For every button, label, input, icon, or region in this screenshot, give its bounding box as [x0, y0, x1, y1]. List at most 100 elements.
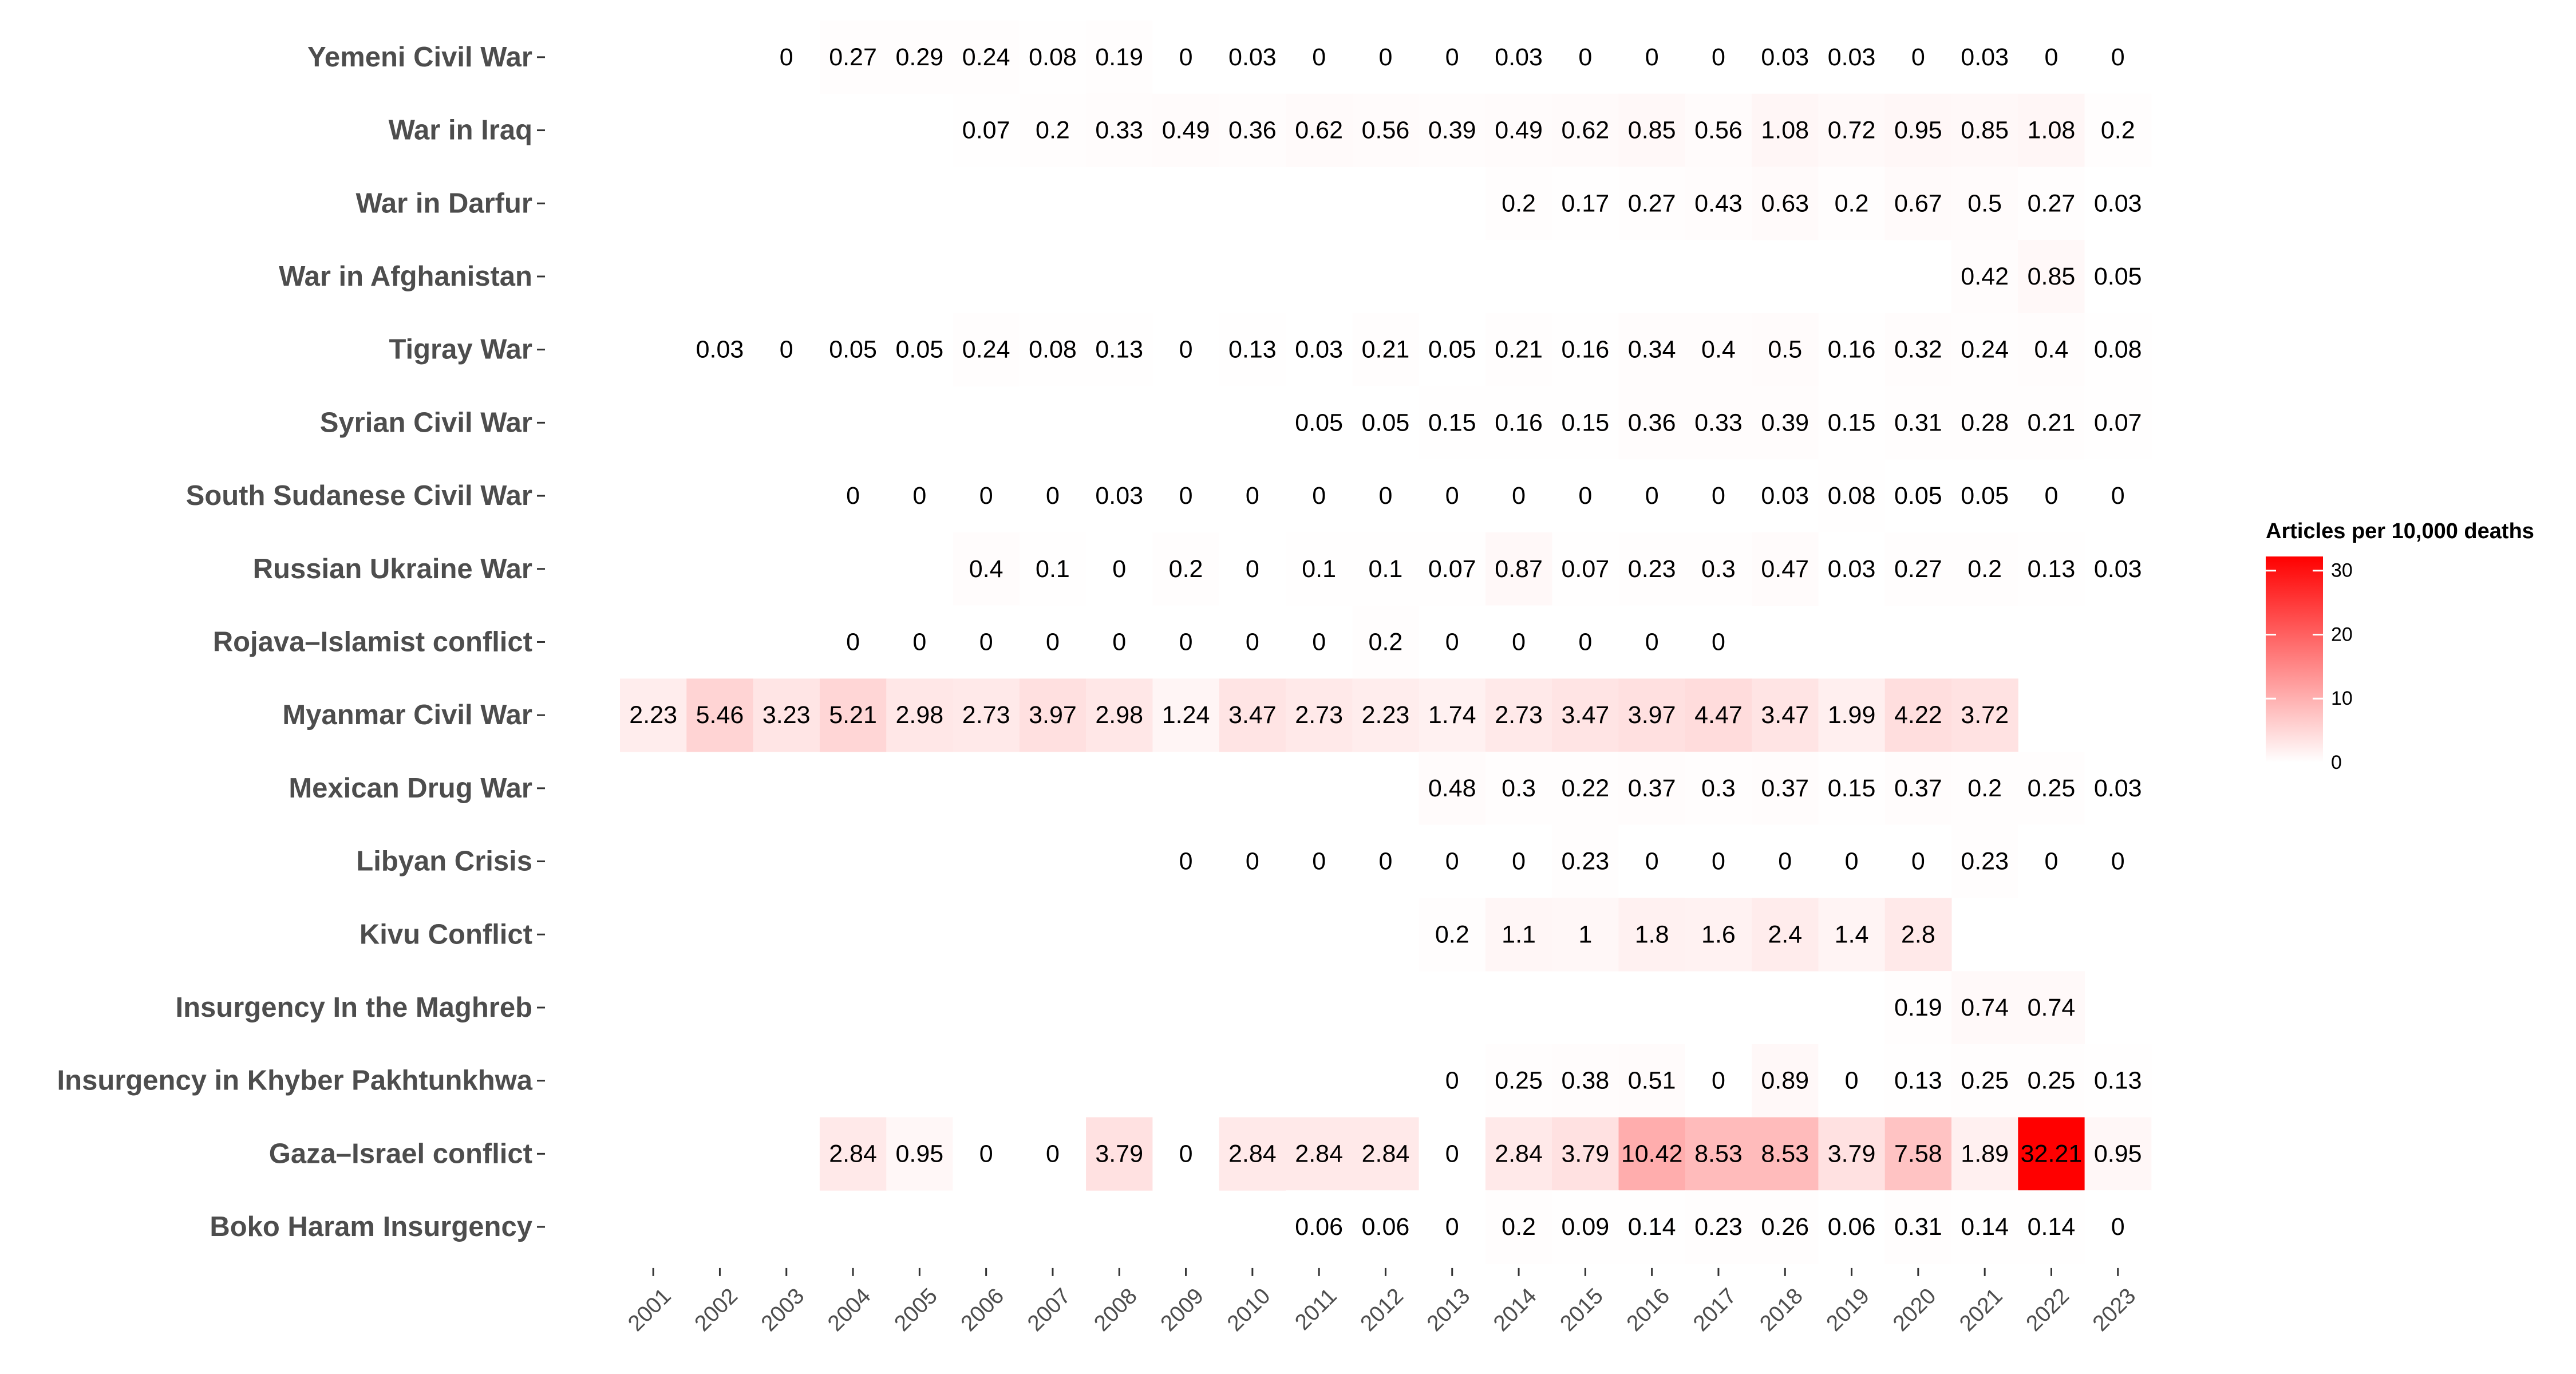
cell-value-label: 0 — [1445, 1213, 1459, 1241]
heatmap-cell — [2018, 386, 2085, 460]
heatmap-cell — [1884, 93, 1952, 167]
heatmap-cell — [1618, 752, 1686, 826]
cell-value-label: 0.2 — [1502, 189, 1536, 217]
heatmap-cell — [1485, 824, 1552, 898]
cell-value-label: 1.08 — [2028, 117, 2076, 144]
cell-value-label: 0.34 — [1628, 336, 1676, 364]
cell-value-label: 0.48 — [1428, 775, 1476, 802]
heatmap-cell — [1685, 678, 1752, 752]
heatmap-cell — [819, 678, 887, 752]
heatmap-cell — [1552, 93, 1619, 167]
heatmap-cell — [1286, 824, 1353, 898]
y-tick-label: Kivu Conflict — [359, 919, 532, 950]
x-tick-label: 2005 — [890, 1284, 942, 1336]
heatmap-cell — [1752, 898, 1819, 972]
cell-value-label: 0.03 — [1495, 44, 1543, 71]
heatmap-cell — [1884, 532, 1952, 606]
cell-value-label: 0 — [1578, 628, 1592, 656]
heatmap-cell — [1752, 167, 1819, 240]
cell-value-label: 0.24 — [962, 44, 1010, 71]
heatmap-cell — [2084, 532, 2152, 606]
cell-value-label: 3.79 — [1828, 1140, 1876, 1167]
cell-value-label: 0.38 — [1561, 1067, 1609, 1095]
heatmap-cell — [2084, 1117, 2152, 1191]
heatmap-cell — [1618, 167, 1686, 240]
heatmap-cell — [1818, 678, 1886, 752]
cell-value-label: 0.39 — [1428, 117, 1476, 144]
cell-value-label: 0 — [1712, 1067, 1725, 1095]
heatmap-cell — [886, 21, 953, 94]
cell-value-label: 0 — [1246, 482, 1259, 510]
heatmap-cell — [1884, 971, 1952, 1045]
cell-value-label: 1.08 — [1761, 117, 1809, 144]
cell-value-label: 0.23 — [1961, 848, 2009, 875]
heatmap-cell — [1552, 21, 1619, 94]
heatmap-cell — [2018, 21, 2085, 94]
cell-value-label: 0.25 — [1961, 1067, 2009, 1095]
cell-value-label: 0 — [1911, 848, 1925, 875]
heatmap-cell — [1352, 605, 1420, 679]
heatmap-cell — [1352, 678, 1420, 752]
heatmap-cell — [1552, 459, 1619, 533]
heatmap-cell — [1019, 605, 1086, 679]
y-tick-label: Syrian Civil War — [320, 407, 532, 438]
cell-value-label: 0.26 — [1761, 1213, 1809, 1241]
heatmap-cell — [1951, 1117, 2018, 1191]
x-tick-label: 2010 — [1223, 1284, 1275, 1336]
cell-value-label: 4.22 — [1894, 701, 1942, 729]
cell-value-label: 0.5 — [1768, 336, 1802, 364]
cell-value-label: 0 — [1512, 482, 1526, 510]
heatmap-cell — [1884, 1190, 1952, 1264]
heatmap-cell — [1352, 532, 1420, 606]
heatmap-cell — [1485, 532, 1552, 606]
heatmap-cell — [1286, 459, 1353, 533]
cell-value-label: 5.21 — [829, 701, 877, 729]
cell-value-label: 0 — [1179, 1140, 1193, 1167]
cell-value-label: 0.33 — [1095, 117, 1143, 144]
heatmap-cell — [1552, 1117, 1619, 1191]
heatmap-cell — [1485, 1044, 1552, 1118]
heatmap-cell — [2084, 21, 2152, 94]
legend-color-bar — [2266, 556, 2323, 763]
heatmap-cell — [1086, 459, 1153, 533]
cell-value-label: 0.39 — [1761, 409, 1809, 436]
heatmap-cell — [1219, 313, 1286, 386]
cell-value-label: 0 — [1312, 44, 1326, 71]
cell-value-label: 0 — [1712, 628, 1725, 656]
cell-value-label: 0 — [2111, 482, 2125, 510]
cell-value-label: 0.05 — [1894, 482, 1942, 510]
heatmap-cell — [1818, 21, 1886, 94]
cell-value-label: 0 — [780, 336, 793, 364]
heatmap-cell — [1951, 313, 2018, 386]
cell-value-labels: 0 0.27 0.29 0.24 0.08 0.19 0 0.03 0 0 0 0.03 0 0 0 0.03… — [629, 44, 2142, 1241]
heatmap-cell — [753, 21, 820, 94]
cell-value-label: 32.21 — [2021, 1140, 2083, 1167]
heatmap-cell — [2084, 167, 2152, 240]
cell-value-label: 1.74 — [1428, 701, 1476, 729]
cell-value-label: 0.06 — [1362, 1213, 1410, 1241]
cell-value-label: 0 — [1845, 1067, 1859, 1095]
heatmap-cell — [1752, 532, 1819, 606]
cell-value-label: 0.06 — [1295, 1213, 1343, 1241]
cell-value-label: 0.1 — [1302, 555, 1336, 583]
cell-value-label: 0 — [1112, 628, 1126, 656]
cell-value-label: 10.42 — [1621, 1140, 1683, 1167]
heatmap-cell — [1818, 459, 1886, 533]
heatmap-cell — [1219, 21, 1286, 94]
x-tick-label: 2009 — [1156, 1284, 1208, 1336]
cell-value-label: 0.09 — [1561, 1213, 1609, 1241]
heatmap-cell — [1818, 752, 1886, 826]
heatmap-cell — [1485, 605, 1552, 679]
heatmap-cell — [1286, 21, 1353, 94]
cell-value-label: 1.89 — [1961, 1140, 2009, 1167]
heatmap-cell — [1485, 1190, 1552, 1264]
heatmap-cell — [1152, 21, 1220, 94]
heatmap-cell — [1419, 752, 1486, 826]
heatmap-cell — [1752, 21, 1819, 94]
heatmap-cell — [1019, 532, 1086, 606]
x-tick-label: 2016 — [1622, 1284, 1674, 1336]
cell-value-label: 0.14 — [2028, 1213, 2076, 1241]
heatmap-cell — [953, 313, 1020, 386]
heatmap-cell — [1618, 605, 1686, 679]
heatmap-cell — [819, 459, 887, 533]
